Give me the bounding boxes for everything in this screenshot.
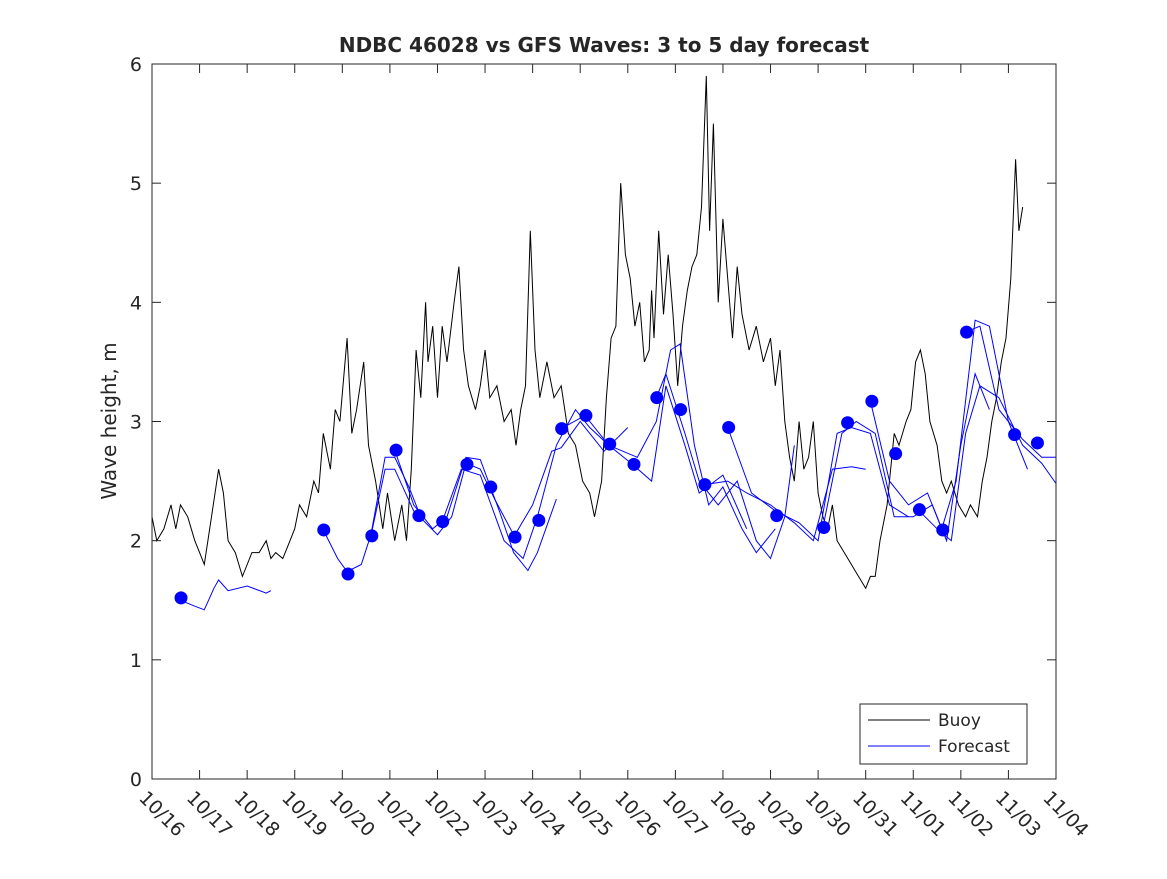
forecast-point-5 <box>412 509 426 523</box>
forecast-point-1 <box>317 523 331 537</box>
forecast-point-7 <box>460 457 474 471</box>
forecast-point-4 <box>389 443 403 457</box>
forecast-point-19 <box>770 509 784 523</box>
forecast-point-14 <box>627 457 641 471</box>
forecast-point-12 <box>579 409 593 423</box>
forecast-line-7 <box>608 343 776 554</box>
forecast-point-9 <box>508 530 522 544</box>
forecast-line-5 <box>513 420 629 538</box>
forecast-point-18 <box>722 420 736 434</box>
forecast-point-2 <box>341 567 355 581</box>
y-tick-label: 5 <box>130 173 142 195</box>
forecast-point-24 <box>912 503 926 517</box>
forecast-point-20 <box>817 521 831 535</box>
forecast-point-25 <box>936 523 950 537</box>
forecast-point-17 <box>698 478 712 492</box>
y-tick-label: 6 <box>130 54 142 76</box>
chart-title: NDBC 46028 vs GFS Waves: 3 to 5 day fore… <box>339 33 870 57</box>
plot-area <box>151 75 1057 611</box>
forecast-point-13 <box>603 437 617 451</box>
forecast-point-26 <box>960 325 974 339</box>
forecast-point-22 <box>865 394 879 408</box>
legend-forecast-label: Forecast <box>938 737 1010 757</box>
forecast-point-27 <box>1008 428 1022 442</box>
forecast-line-0 <box>180 579 272 611</box>
forecast-point-15 <box>650 391 664 405</box>
forecast-point-23 <box>889 447 903 461</box>
forecast-line-12 <box>869 319 1028 531</box>
forecast-point-3 <box>365 529 379 543</box>
forecast-point-0 <box>174 591 188 605</box>
forecast-point-21 <box>841 416 855 430</box>
y-axis-label: Wave height, m <box>97 342 121 499</box>
legend-box <box>859 703 1028 765</box>
forecast-line-10 <box>727 426 909 542</box>
forecast-line-8 <box>655 372 795 560</box>
y-tick-label: 4 <box>130 292 142 314</box>
legend-buoy-label: Buoy <box>938 711 981 731</box>
forecast-point-10 <box>532 513 546 527</box>
buoy-line <box>151 75 1024 590</box>
y-tick-label: 2 <box>130 531 142 553</box>
y-tick-label: 3 <box>130 412 142 434</box>
forecast-line-14 <box>965 325 1056 458</box>
forecast-point-16 <box>674 403 688 417</box>
forecast-line-9 <box>703 466 866 542</box>
forecast-line-3 <box>394 449 557 572</box>
y-tick-label: 1 <box>130 650 142 672</box>
forecast-point-11 <box>555 422 569 436</box>
legend: Buoy Forecast <box>859 703 1028 765</box>
forecast-point-8 <box>484 480 498 494</box>
forecast-point-6 <box>436 515 450 529</box>
y-tick-label: 0 <box>130 769 142 791</box>
forecast-point-28 <box>1030 436 1044 450</box>
